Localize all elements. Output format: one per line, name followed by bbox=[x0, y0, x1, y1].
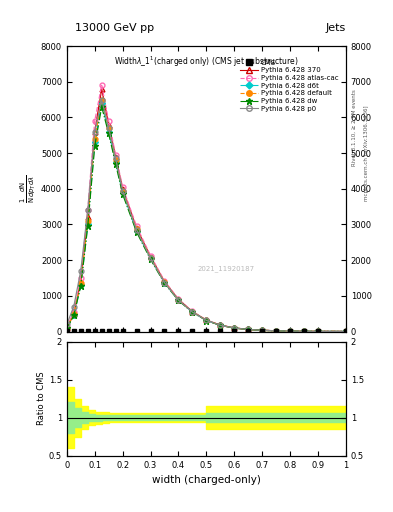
Y-axis label: $\frac{1}{\mathrm{N}}\frac{d\mathrm{N}}{dp_T d\lambda}$: $\frac{1}{\mathrm{N}}\frac{d\mathrm{N}}{… bbox=[19, 175, 38, 203]
Text: mcplots.cern.ch [arXiv:1306.3436]: mcplots.cern.ch [arXiv:1306.3436] bbox=[364, 106, 369, 201]
Legend: CMS, Pythia 6.428 370, Pythia 6.428 atlas-cac, Pythia 6.428 d6t, Pythia 6.428 de: CMS, Pythia 6.428 370, Pythia 6.428 atla… bbox=[239, 58, 340, 113]
X-axis label: width (charged-only): width (charged-only) bbox=[152, 475, 261, 485]
Text: 2021_11920187: 2021_11920187 bbox=[197, 265, 254, 272]
Text: Jets: Jets bbox=[325, 23, 346, 33]
Text: Width$\lambda\_1^1$(charged only) (CMS jet substructure): Width$\lambda\_1^1$(charged only) (CMS j… bbox=[114, 55, 299, 69]
Text: 13000 GeV pp: 13000 GeV pp bbox=[75, 23, 154, 33]
Text: Rivet 3.1.10, ≥ 2.9M events: Rivet 3.1.10, ≥ 2.9M events bbox=[352, 90, 357, 166]
Y-axis label: Ratio to CMS: Ratio to CMS bbox=[37, 372, 46, 425]
